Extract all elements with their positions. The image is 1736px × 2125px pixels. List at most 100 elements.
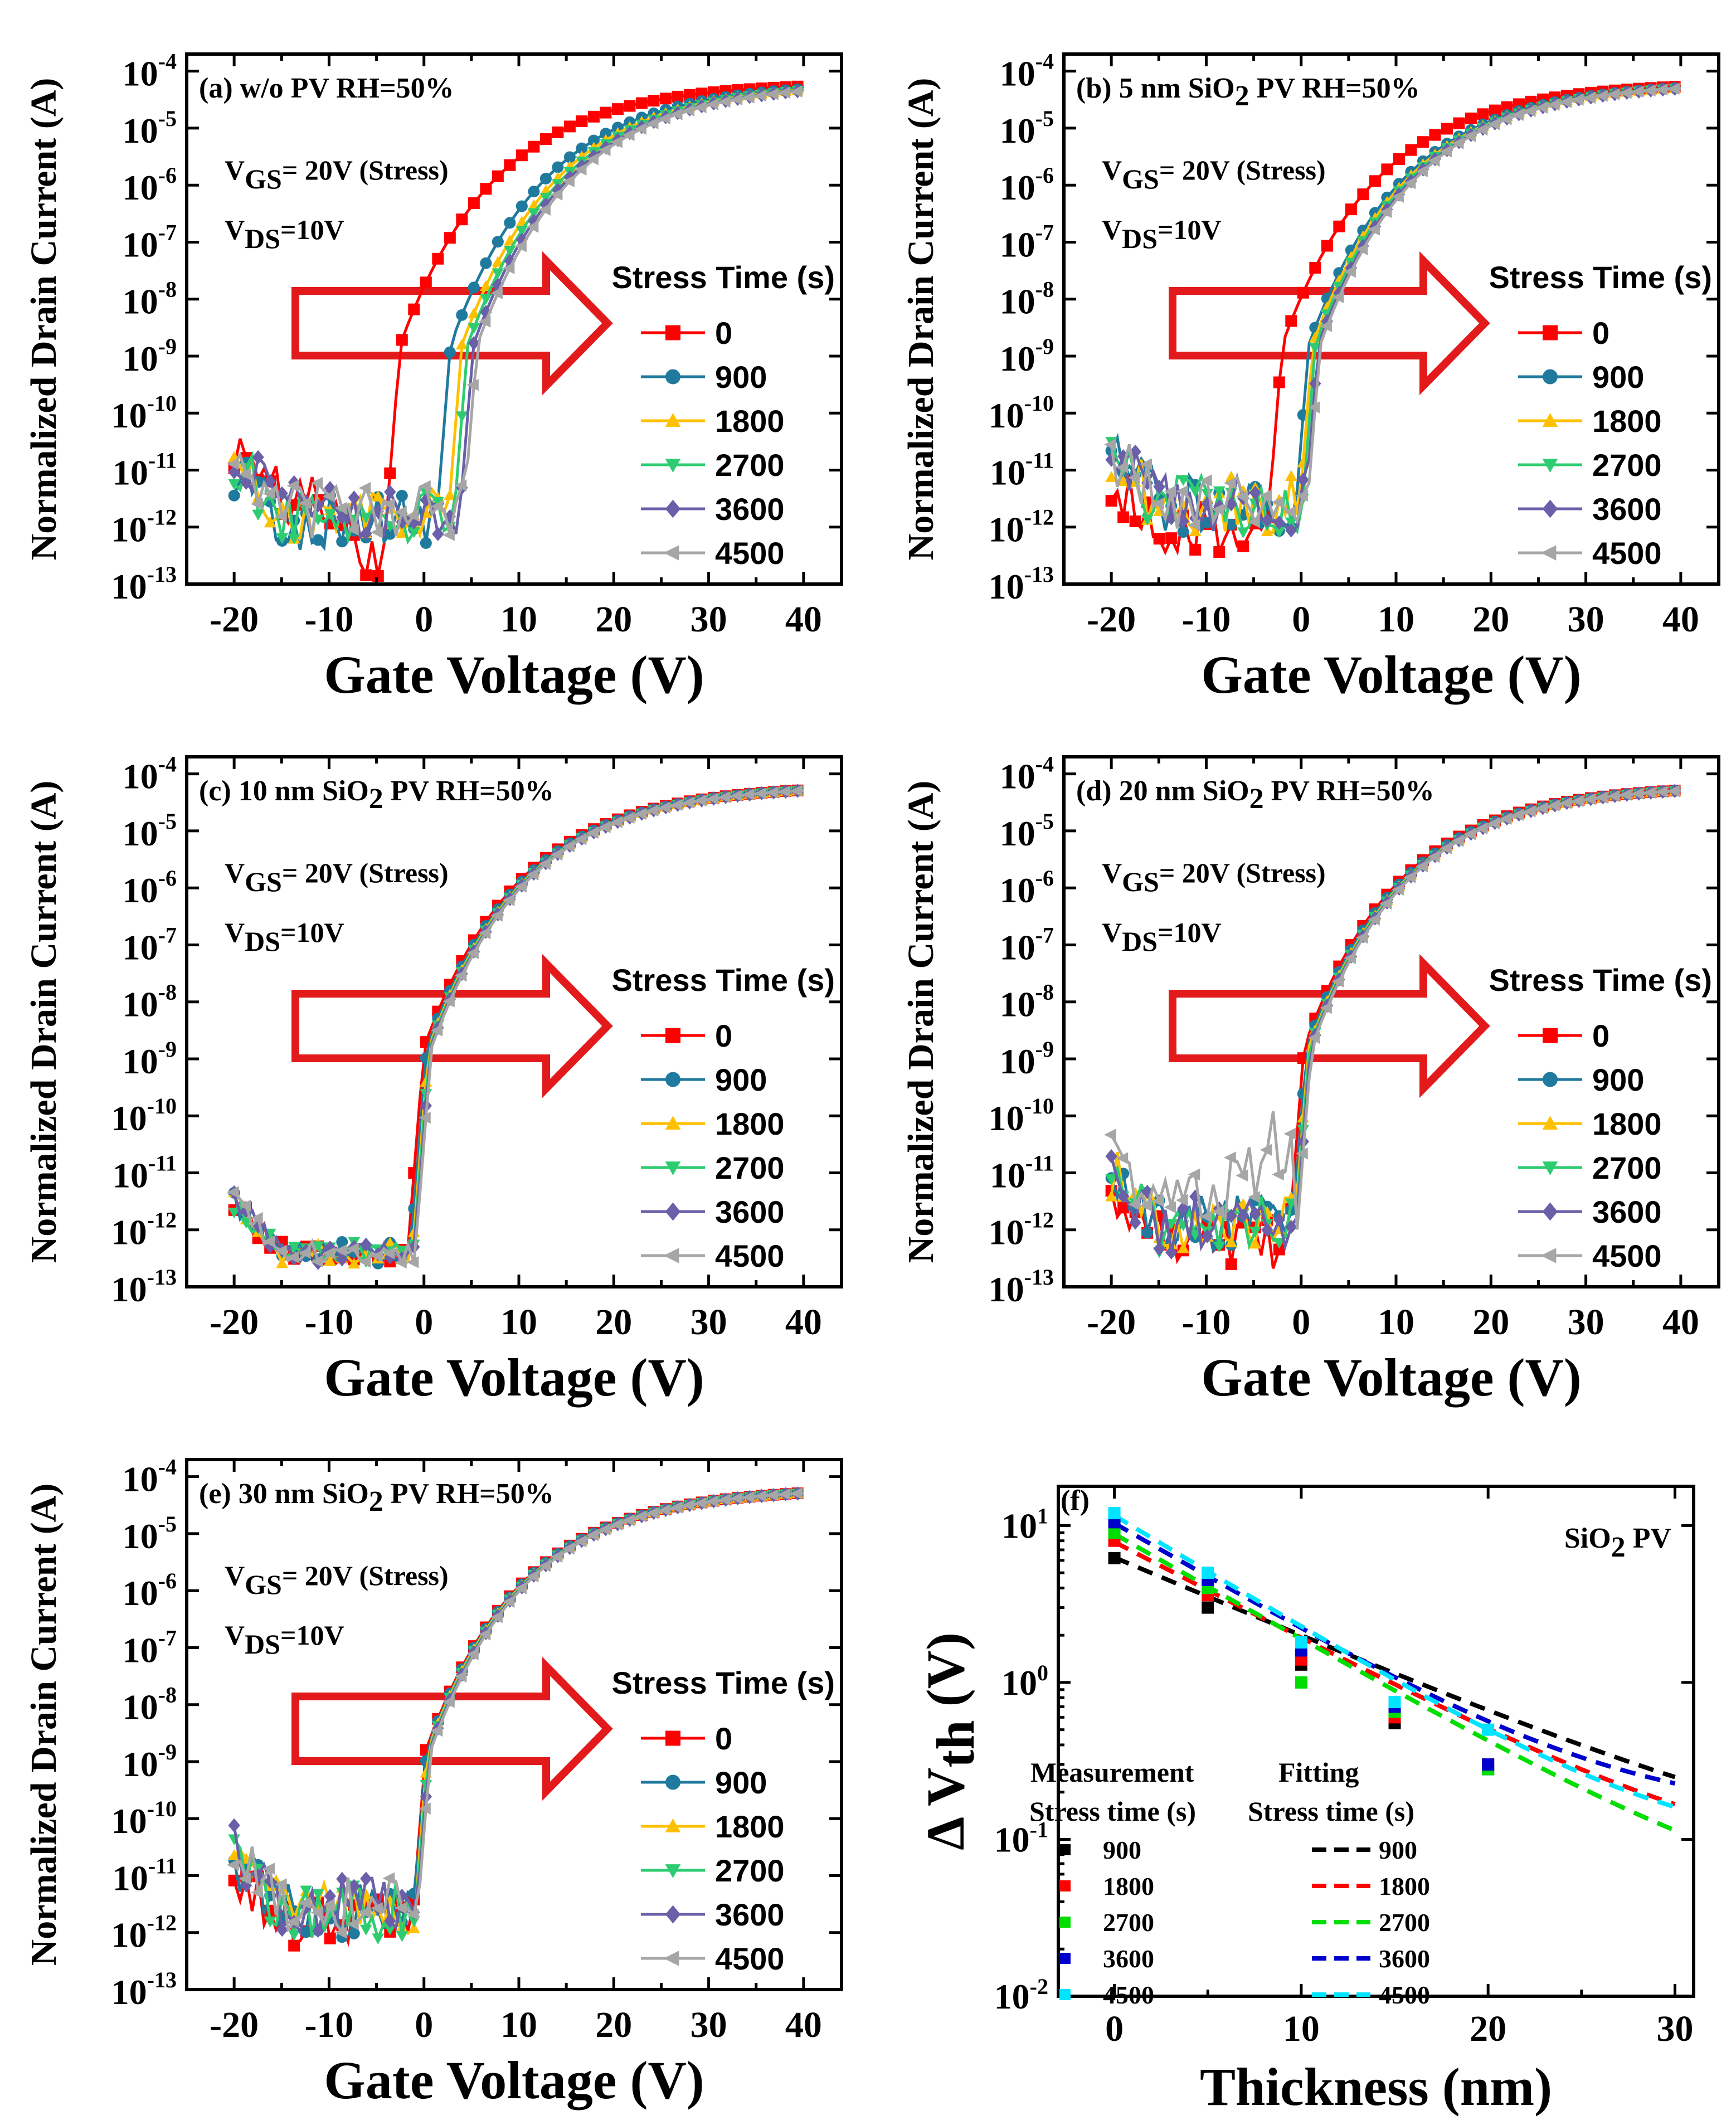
marker-4500 (251, 498, 263, 510)
marker-4500 (766, 786, 779, 799)
marker-4500 (682, 104, 695, 117)
marker-4500 (1403, 871, 1416, 883)
y-tick-base: 10 (1000, 339, 1035, 378)
marker-0 (648, 95, 660, 107)
marker-4500 (1368, 223, 1380, 236)
panel-title-text: 30 nm SiO (239, 1478, 369, 1510)
legend-title: Stress Time (s) (612, 1665, 835, 1700)
marker-0 (1105, 495, 1117, 507)
marker-4500 (239, 468, 251, 480)
y-axis: 10-410-510-610-710-810-910-1010-1110-121… (901, 752, 1719, 1309)
marker-2700 (1285, 517, 1297, 529)
y-axis: 10-410-510-610-710-810-910-1010-1110-121… (23, 49, 842, 606)
y-tick-exponent: -8 (158, 277, 177, 302)
marker-4500 (1487, 118, 1500, 130)
y-tick-label: 10-9 (123, 1739, 177, 1784)
y-tick-exponent: -9 (1035, 1037, 1054, 1062)
vds-base: V (225, 214, 245, 245)
y-tick-exponent: -4 (158, 1455, 177, 1480)
marker-900 (492, 236, 504, 248)
y-tick-base: 10 (123, 757, 158, 796)
marker-3600 (1153, 1241, 1165, 1256)
marker-4500 (419, 1111, 431, 1124)
marker-4500 (395, 1902, 407, 1914)
marker-4500 (1463, 130, 1476, 142)
fitting-header: Fitting (1278, 1757, 1359, 1788)
y-tick-base: 10 (123, 927, 158, 967)
y-tick-exponent: -10 (1024, 1093, 1054, 1119)
marker-900 (552, 161, 564, 173)
y-tick-label: 10-8 (1000, 277, 1054, 322)
vds-sub: DS (245, 1628, 280, 1660)
y-axis-title: Δ Vth (V) (916, 1632, 985, 1850)
marker-2700 (252, 509, 265, 521)
marker-4500 (1236, 490, 1248, 503)
y-tick-label: 10-6 (1000, 865, 1054, 910)
marker-4500 (1152, 497, 1164, 510)
legend-marker (665, 459, 681, 473)
marker-0 (360, 569, 372, 581)
panel-title-text: 20 nm SiO (1119, 775, 1249, 807)
x-axis-title: Gate Voltage (V) (1201, 1348, 1582, 1407)
plot-area (1104, 81, 1681, 558)
vgs-rest: = 20V (Stress) (282, 1560, 449, 1591)
marker-4500 (1451, 834, 1464, 847)
panel-title-sub: 2 (1235, 80, 1249, 112)
marker-3600 (360, 1237, 372, 1252)
marker-4500 (646, 804, 659, 817)
x-axis: -20 -10 0 10 20 30 40 Gate Voltage (V) (210, 54, 822, 704)
legend-entry-900: 900 (641, 359, 767, 395)
marker-4500 (1631, 787, 1644, 800)
y-axis: 10-410-510-610-710-810-910-1010-1110-121… (23, 752, 842, 1309)
marker-4500 (706, 792, 719, 805)
marker-4500 (694, 101, 707, 114)
marker-4500 (1595, 90, 1608, 102)
marker-0 (539, 133, 552, 145)
marker-4500 (466, 1648, 479, 1660)
panel-title-text: w/o PV RH=50% (240, 72, 454, 104)
marker-0 (1153, 533, 1165, 545)
marker-2700 (264, 1917, 276, 1928)
measurement-point (1295, 1676, 1307, 1689)
marker-1800 (1189, 525, 1202, 537)
marker-4500 (718, 791, 731, 804)
y-tick-label: 10-7 (1000, 922, 1054, 967)
y-tick-base: 10 (123, 1688, 158, 1727)
marker-4500 (682, 1499, 695, 1511)
y-tick-label: 10-6 (123, 865, 177, 910)
x-tick-label: 20 (595, 599, 632, 640)
marker-4500 (1559, 96, 1572, 108)
marker-4500 (1176, 1194, 1188, 1207)
vds-rest: =10V (280, 214, 344, 245)
marker-4500 (1379, 897, 1392, 910)
plot-frame (185, 1458, 843, 1991)
x-tick-label: 40 (1662, 1302, 1699, 1343)
legend-label: 900 (1592, 1062, 1644, 1097)
marker-4500 (1667, 82, 1680, 95)
y-tick-label: 10-1 (994, 1817, 1048, 1859)
vgs-rest: = 20V (Stress) (282, 857, 449, 888)
marker-4500 (442, 995, 455, 1008)
x-tick-label: 40 (785, 599, 822, 640)
y-tick-base: 10 (990, 1155, 1025, 1195)
x-axis-title: Thickness (nm) (1200, 2057, 1552, 2117)
measurement-legend-2700: 2700 (1059, 1908, 1154, 1937)
y-tick-label: 10-2 (994, 1974, 1048, 2016)
marker-4500 (1260, 1144, 1272, 1156)
y-tick-exponent: -4 (1035, 49, 1054, 74)
marker-2700 (312, 1241, 324, 1252)
marker-900 (228, 489, 240, 502)
marker-4500 (454, 969, 467, 982)
legend-marker (665, 1115, 681, 1130)
legend-entry-3600: 3600 (641, 1194, 785, 1229)
marker-4500 (1511, 109, 1524, 121)
marker-4500 (490, 1611, 503, 1623)
legend-entry-3600: 3600 (641, 1897, 785, 1932)
measurement-point (1108, 1507, 1121, 1520)
marker-4500 (766, 88, 779, 100)
marker-900 (504, 217, 516, 229)
marker-4500 (251, 1212, 263, 1224)
marker-3600 (432, 527, 444, 542)
marker-3600 (1261, 1223, 1273, 1237)
marker-4500 (1547, 799, 1560, 812)
